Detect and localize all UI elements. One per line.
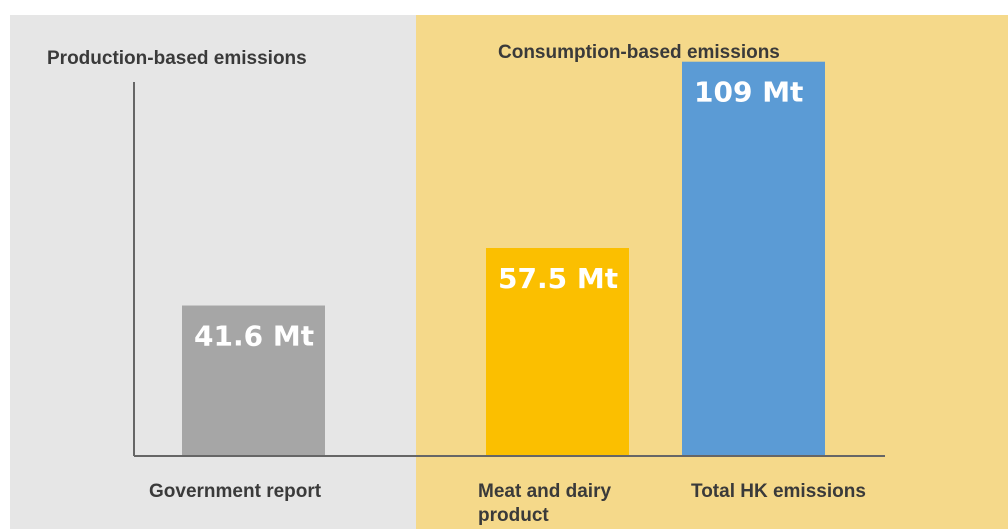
category-label-1: Government report [149, 481, 322, 502]
bar-data-label-3: 109 Mt [694, 76, 803, 109]
bar-3 [682, 61, 825, 457]
category-labels: Government report Meat and dairy product To… [149, 481, 866, 526]
bar-1 [182, 305, 325, 456]
category-label-3: Total HK emissions [691, 481, 866, 502]
bar-data-label-2: 57.5 Mt [498, 262, 618, 295]
bar-data-label-1: 41.6 Mt [194, 320, 314, 353]
bar-data-labels: 41.6 Mt 57.5 Mt 109 Mt [194, 76, 803, 353]
consumption-panel-title: Consumption-based emissions [498, 42, 780, 63]
bar-2 [486, 248, 629, 456]
category-label-2: Meat and dairy product [478, 481, 611, 526]
production-panel-title: Production-based emissions [47, 48, 307, 69]
bars [182, 61, 825, 457]
